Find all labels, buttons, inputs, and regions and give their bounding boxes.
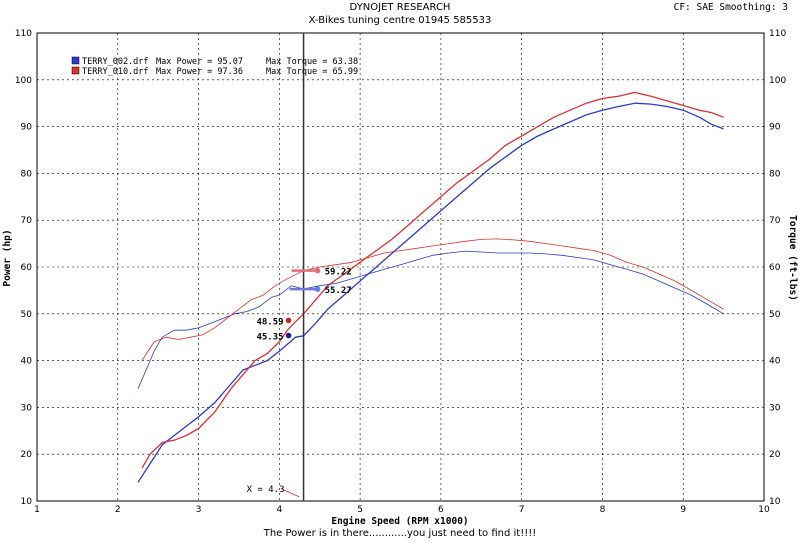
- legend-power-run1: Max Power = 95.07: [156, 57, 243, 67]
- y-tick-label-right: 20: [769, 450, 781, 460]
- marker-dot: [285, 317, 292, 324]
- x-tick-label: 3: [196, 505, 202, 515]
- x-tick-label: 4: [276, 505, 282, 515]
- y-tick-label-left: 110: [15, 29, 32, 39]
- footer-tagline: The Power is in there............you jus…: [263, 528, 537, 539]
- y-tick-label-right: 40: [769, 357, 781, 367]
- y-tick-label-left: 90: [21, 123, 33, 133]
- series-line-4: [141, 238, 724, 361]
- chart-subtitle: X-Bikes tuning centre 01945 585533: [308, 15, 492, 26]
- grid: [37, 33, 764, 501]
- y-tick-label-right: 50: [769, 310, 781, 320]
- chart-title: DYNOJET RESEARCH: [349, 2, 451, 13]
- cursor-leader: [281, 488, 300, 498]
- x-tick-label: 8: [600, 505, 606, 515]
- correction-info: CF: SAE Smoothing: 3: [673, 2, 788, 13]
- y-tick-label-left: 100: [15, 76, 32, 86]
- y-tick-label-left: 30: [21, 403, 33, 413]
- series-line-1: [137, 102, 724, 483]
- x-tick-label: 10: [758, 505, 770, 515]
- y-tick-label-left: 60: [21, 263, 33, 273]
- x-tick-label: 9: [680, 505, 686, 515]
- y-tick-label-left: 10: [21, 497, 33, 507]
- y-tick-label-right: 100: [769, 76, 786, 86]
- x-tick-label: 6: [438, 505, 444, 515]
- y-tick-label-right: 30: [769, 403, 781, 413]
- legend-swatch-run2: [71, 66, 80, 75]
- x-tick-label: 1: [34, 505, 40, 515]
- x-axis-label: Engine Speed (RPM x1000): [331, 516, 468, 527]
- marker-label-3: 48.59: [256, 317, 283, 327]
- legend-torque-run2: Max Torque = 65.99: [266, 67, 358, 77]
- y-tick-label-left: 20: [21, 450, 33, 460]
- marker-dot: [314, 286, 321, 292]
- legend-power-run2: Max Power = 97.36: [156, 67, 243, 77]
- markers-layer: 59.22 55.27 48.59 45.35: [256, 268, 351, 343]
- x-tick-label: 7: [519, 505, 525, 515]
- series-line-2: [141, 91, 724, 469]
- legend-file-run1: TERRY_002.drf: [82, 57, 149, 67]
- y-tick-label-right: 110: [769, 29, 786, 39]
- legend-file-run2: TERRY_010.drf: [82, 67, 149, 77]
- y-tick-label-left: 80: [21, 169, 33, 179]
- y-axis-label-right: Torque (ft-lbs): [787, 215, 798, 301]
- y-tick-label-left: 70: [21, 216, 33, 226]
- series-line-3: [137, 250, 724, 389]
- legend: TERRY_002.drf Max Power = 95.07 Max Torq…: [71, 56, 358, 77]
- x-tick-label: 2: [115, 505, 121, 515]
- y-tick-label-right: 80: [769, 169, 781, 179]
- marker-label-4: 45.35: [256, 333, 283, 343]
- plot-frame: [36, 32, 765, 502]
- y-tick-label-left: 50: [21, 310, 33, 320]
- marker-dot: [314, 267, 321, 274]
- y-tick-label-right: 60: [769, 263, 781, 273]
- x-tick-label: 5: [357, 505, 363, 515]
- marker-dot: [285, 332, 292, 339]
- series-layer: [137, 91, 724, 483]
- y-tick-label-left: 40: [21, 357, 33, 367]
- marker-label-1: 59.22: [325, 268, 352, 278]
- y-tick-label-right: 70: [769, 216, 781, 226]
- y-tick-label-right: 10: [769, 497, 781, 507]
- marker-label-2: 55.27: [325, 286, 352, 296]
- y-tick-label-right: 90: [769, 123, 781, 133]
- legend-swatch-run1: [71, 56, 80, 65]
- legend-torque-run1: Max Torque = 63.38: [266, 57, 358, 67]
- cursor-label: X = 4.3: [247, 485, 285, 495]
- y-axis-label-left: Power (hp): [2, 229, 13, 286]
